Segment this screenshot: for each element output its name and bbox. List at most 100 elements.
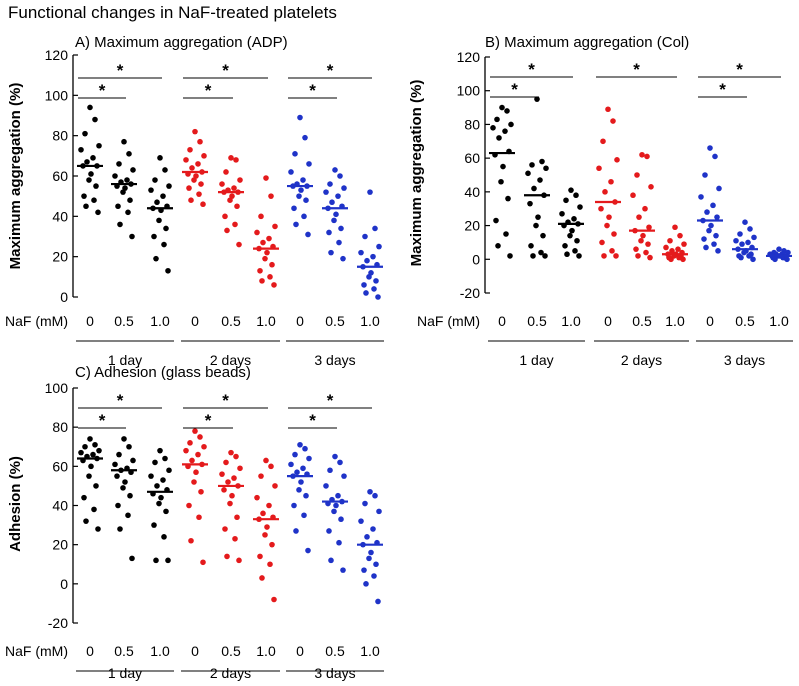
- data-point: [87, 104, 93, 111]
- significance-star: *: [309, 81, 316, 100]
- group-label: 1 day: [108, 665, 142, 681]
- data-point: [234, 514, 240, 521]
- data-point: [81, 193, 87, 199]
- data-point: [258, 473, 264, 479]
- y-tick-label: 0: [472, 251, 480, 267]
- data-point: [502, 128, 508, 134]
- figure-title: Functional changes in NaF-treated platel…: [8, 3, 337, 22]
- concentration-label: 1.0: [769, 313, 789, 329]
- data-point: [93, 483, 99, 489]
- concentration-label: 0.5: [325, 643, 345, 659]
- data-point: [116, 451, 122, 458]
- data-point: [714, 214, 720, 220]
- data-point: [222, 526, 228, 532]
- data-point: [165, 267, 171, 274]
- data-point: [738, 254, 744, 261]
- data-point: [237, 465, 243, 472]
- data-point: [577, 204, 583, 210]
- data-point: [254, 494, 260, 501]
- data-point: [366, 274, 372, 280]
- data-point: [166, 183, 172, 189]
- data-point: [269, 261, 275, 268]
- data-point: [162, 455, 168, 462]
- data-point: [161, 241, 167, 248]
- data-point: [153, 255, 159, 262]
- data-point: [537, 177, 543, 183]
- data-point: [297, 441, 303, 448]
- data-point: [254, 229, 260, 236]
- data-point: [302, 445, 308, 452]
- data-point: [604, 222, 610, 229]
- data-point: [338, 516, 344, 523]
- data-point: [197, 138, 203, 145]
- data-point: [663, 244, 669, 251]
- data-point: [257, 553, 263, 560]
- concentration-label: 0.5: [527, 313, 547, 329]
- data-point: [336, 239, 342, 246]
- data-point: [221, 487, 227, 493]
- data-point: [363, 581, 369, 587]
- concentration-label: 1.0: [360, 643, 380, 659]
- data-point: [704, 209, 710, 215]
- data-point: [698, 194, 704, 200]
- data-point: [739, 241, 745, 247]
- data-point: [195, 451, 201, 458]
- data-point: [259, 575, 265, 581]
- data-point: [232, 221, 238, 228]
- data-point: [124, 177, 130, 183]
- data-point: [298, 187, 304, 193]
- data-point: [183, 447, 189, 454]
- data-point: [87, 436, 93, 442]
- group-label: 1 day: [519, 352, 553, 368]
- data-point: [301, 512, 307, 519]
- data-point: [192, 428, 198, 434]
- data-point: [260, 239, 266, 246]
- data-point: [126, 151, 132, 157]
- data-point: [634, 172, 640, 178]
- concentration-label: 1.0: [150, 643, 170, 659]
- data-point: [267, 274, 273, 280]
- data-point: [153, 557, 159, 564]
- data-point: [498, 178, 504, 185]
- data-point: [567, 232, 573, 239]
- significance-star: *: [309, 411, 316, 430]
- data-point: [291, 205, 297, 212]
- group-label: 1 day: [108, 352, 142, 368]
- data-point: [92, 116, 98, 123]
- data-point: [186, 502, 192, 509]
- data-point: [292, 151, 298, 157]
- significance-star: *: [205, 81, 212, 100]
- data-point: [606, 214, 612, 220]
- data-point: [368, 549, 374, 556]
- concentration-label: 0: [86, 313, 94, 329]
- data-point: [231, 475, 237, 481]
- data-point: [639, 151, 645, 158]
- data-point: [267, 561, 273, 568]
- panel-a-title: A) Maximum aggregation (ADP): [75, 34, 288, 51]
- data-point: [151, 522, 157, 528]
- data-point: [328, 557, 334, 564]
- y-tick-label: 60: [464, 150, 480, 166]
- data-point: [259, 278, 265, 284]
- concentration-label: 0.5: [114, 313, 134, 329]
- data-point: [373, 278, 379, 284]
- data-point: [331, 217, 337, 224]
- data-point: [332, 453, 338, 460]
- data-point: [129, 233, 135, 240]
- data-point: [562, 243, 568, 249]
- data-point: [362, 233, 368, 240]
- data-point: [571, 216, 577, 222]
- data-point: [264, 524, 270, 530]
- significance-star: *: [528, 60, 535, 79]
- significance-star: *: [719, 80, 726, 99]
- data-point: [223, 169, 229, 175]
- data-point: [228, 155, 234, 161]
- y-tick-label: 100: [457, 83, 481, 99]
- data-point: [701, 236, 707, 242]
- data-point: [745, 239, 751, 246]
- data-point: [232, 535, 238, 542]
- significance-star: *: [511, 80, 518, 99]
- data-point: [702, 172, 708, 178]
- data-point: [493, 217, 499, 224]
- data-point: [737, 231, 743, 237]
